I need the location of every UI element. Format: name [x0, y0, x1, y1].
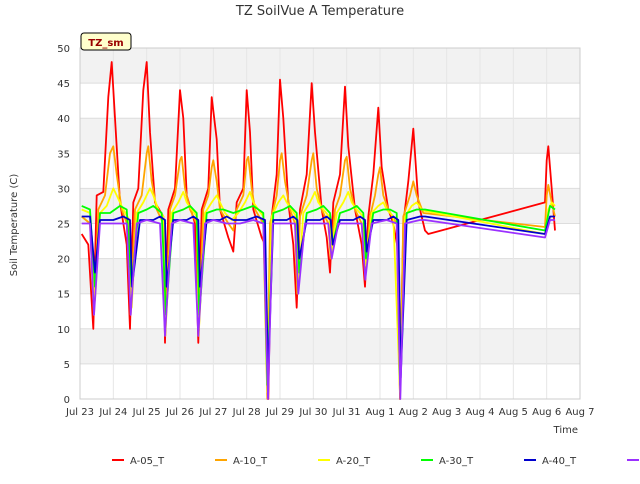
site-badge-text: TZ_sm	[88, 38, 123, 49]
legend-item: A-30_T	[421, 456, 474, 467]
x-tick-label: Jul 24	[98, 407, 127, 418]
x-tick-label: Jul 31	[332, 407, 361, 418]
x-axis-label: Time	[553, 425, 578, 436]
series-line-a-50-t	[81, 219, 555, 400]
y-axis-ticks: 0 5 10 15 20 25 30 35 40 45 50	[57, 44, 70, 406]
plot-band	[80, 48, 580, 84]
y-tick-label: 20	[57, 255, 70, 266]
legend-label: A-40_T	[542, 456, 577, 467]
chart-title: TZ SoilVue A Temperature	[235, 4, 404, 19]
x-tick-label: Jul 30	[298, 407, 327, 418]
y-tick-label: 40	[57, 114, 70, 125]
legend-item: A-20_T	[318, 456, 371, 467]
x-tick-label: Jul 23	[65, 407, 94, 418]
y-axis-label: Soil Temperature (C)	[9, 174, 20, 277]
x-axis-ticks: Jul 23 Jul 24 Jul 25 Jul 26 Jul 27 Jul 28 Jul …	[65, 407, 595, 418]
legend: A-05_T A-10_T A-20_T A-30_T A-40_T A-50_T	[112, 456, 639, 467]
plot-frame	[79, 47, 581, 400]
legend-item: A-50_T	[627, 459, 639, 461]
legend-label: A-20_T	[336, 456, 371, 467]
legend-item: A-40_T	[524, 456, 577, 467]
series-layer	[80, 61, 556, 400]
legend-item: A-10_T	[215, 456, 268, 467]
x-tick-label: Aug 5	[499, 407, 528, 418]
x-tick-label: Aug 1	[365, 407, 394, 418]
x-tick-label: Aug 7	[565, 407, 594, 418]
x-tick-label: Jul 27	[198, 407, 227, 418]
y-tick-label: 35	[57, 149, 70, 160]
y-tick-label: 15	[57, 290, 70, 301]
y-tick-label: 5	[64, 360, 70, 371]
y-tick-label: 50	[57, 44, 70, 55]
y-tick-label: 0	[64, 395, 70, 406]
x-tick-label: Jul 26	[165, 407, 194, 418]
x-tick-label: Jul 25	[132, 407, 161, 418]
y-tick-label: 25	[57, 220, 70, 231]
site-badge: TZ_sm	[80, 32, 132, 51]
legend-item: A-05_T	[112, 456, 165, 467]
legend-label: A-30_T	[439, 456, 474, 467]
y-tick-label: 45	[57, 79, 70, 90]
x-tick-label: Aug 3	[432, 407, 461, 418]
plot-band	[80, 328, 580, 364]
x-tick-label: Jul 29	[265, 407, 294, 418]
y-tick-label: 30	[57, 184, 70, 195]
x-tick-label: Aug 6	[532, 407, 561, 418]
x-tick-label: Aug 2	[399, 407, 428, 418]
plot-band	[80, 118, 580, 154]
x-tick-label: Jul 28	[232, 407, 261, 418]
plot-background-bands	[80, 48, 580, 364]
legend-label: A-05_T	[130, 456, 165, 467]
x-tick-label: Aug 4	[465, 407, 494, 418]
legend-label: A-10_T	[233, 456, 268, 467]
y-tick-label: 10	[57, 325, 70, 336]
site-badge-box	[80, 32, 132, 51]
